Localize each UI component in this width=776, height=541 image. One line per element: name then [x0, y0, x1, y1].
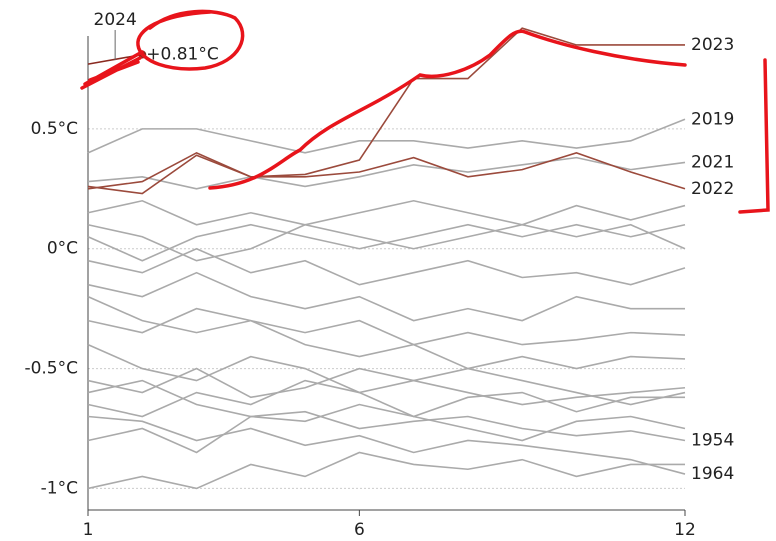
series-line: [87, 451, 685, 490]
series-label: 2019: [691, 109, 734, 129]
series-line: [87, 379, 686, 442]
series-label: 1954: [691, 430, 734, 450]
series-label: 2024: [94, 10, 137, 30]
y-tick-label: 0.5°C: [31, 119, 78, 139]
handwritten-scribbles: [80, 9, 770, 214]
series-line: [87, 367, 686, 406]
scribble-bracket: [738, 58, 770, 214]
series-label: 2022: [691, 179, 734, 199]
value-label: +0.81°C: [146, 45, 218, 65]
series-line: [87, 307, 686, 370]
y-tick-label: -0.5°C: [24, 359, 78, 379]
series-label: 1964: [691, 464, 734, 484]
x-tick-label: 6: [354, 520, 365, 540]
series-line: [87, 199, 686, 226]
x-tick-label: 1: [83, 520, 94, 540]
series-line: [87, 295, 686, 346]
series-line: [87, 415, 686, 475]
scribble-circle: [136, 9, 245, 71]
plot-area: -1°C -0.5°C 0°C 0.5°C 1 6 12 2019 2021 1954 1964 20…: [24, 10, 734, 540]
series-line: [87, 118, 686, 154]
series-label: 2023: [691, 35, 734, 55]
series-label: 2021: [691, 152, 734, 172]
y-tick-label: 0°C: [47, 239, 78, 259]
scribble-line: [208, 29, 687, 190]
series-line: [87, 27, 685, 195]
series-line: [87, 343, 686, 406]
series-line: [87, 151, 686, 190]
series-line: [87, 271, 685, 322]
y-tick-label: -1°C: [41, 478, 78, 498]
x-tick-label: 12: [674, 520, 696, 540]
scribble-arrow: [80, 50, 144, 90]
series-line: [87, 379, 685, 418]
series-line: [87, 156, 686, 190]
series-line: [87, 403, 686, 454]
series-line: [87, 223, 686, 262]
series-line: [87, 247, 686, 286]
